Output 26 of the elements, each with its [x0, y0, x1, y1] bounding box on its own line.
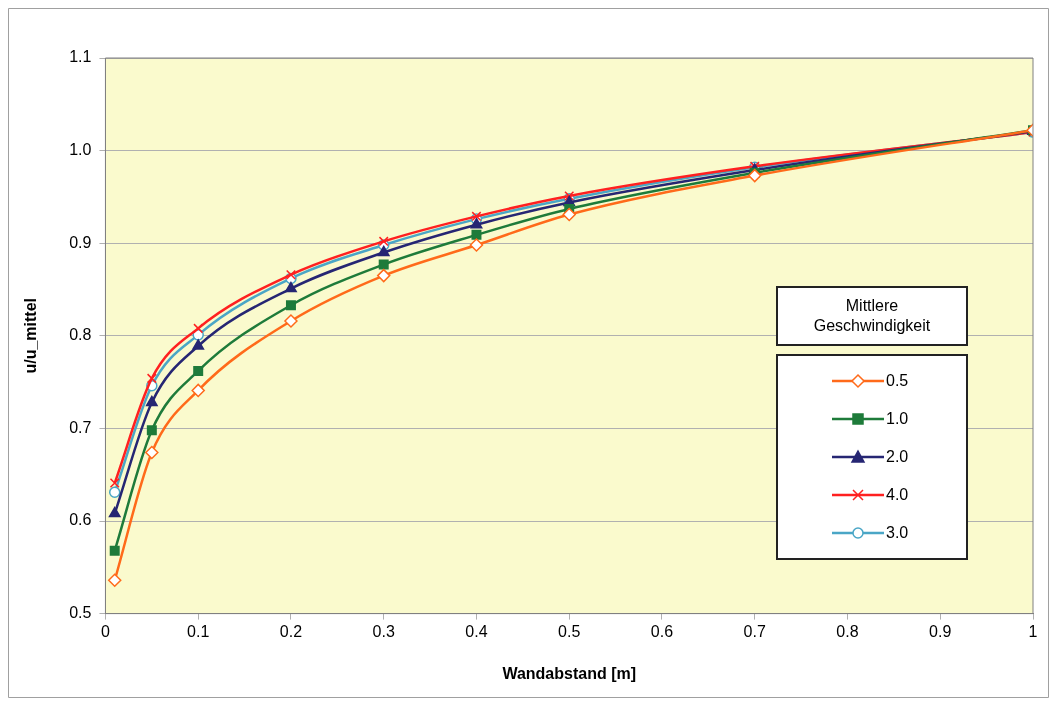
x-tick-label: 0.5 [558, 622, 581, 640]
legend-label: 0.5 [886, 372, 909, 390]
x-axis-title: Wandabstand [m] [502, 664, 637, 682]
y-axis-title: u/u_mittel [22, 298, 40, 374]
x-tick-label: 0.6 [650, 622, 674, 640]
y-tick-label: 0.9 [69, 233, 92, 251]
legend-label: 4.0 [886, 486, 909, 504]
legend-label: 3.0 [886, 524, 909, 542]
x-tick-label: 0.7 [743, 622, 766, 640]
x-tick-label: 0.9 [929, 622, 952, 640]
x-tick-label: 0.8 [836, 622, 859, 640]
x-tick-label: 0.2 [279, 622, 303, 640]
x-tick-label: 0.4 [465, 622, 488, 640]
legend-label: 1.0 [886, 410, 909, 428]
y-tick-label: 0.7 [69, 418, 92, 436]
y-tick-label: 1.0 [69, 141, 92, 159]
x-tick-label: 1 [1028, 622, 1038, 640]
legend-title-box: Mittlere Geschwindigkeit [776, 286, 968, 346]
x-tick-label: 0 [100, 622, 110, 640]
y-tick-label: 0.5 [69, 604, 92, 622]
y-tick-label: 0.6 [69, 511, 92, 529]
x-tick-label: 0.1 [187, 622, 210, 640]
y-tick-label: 1.1 [69, 48, 92, 66]
x-tick-label: 0.3 [372, 622, 395, 640]
legend-label: 2.0 [886, 448, 909, 466]
y-tick-label: 0.8 [69, 326, 92, 344]
